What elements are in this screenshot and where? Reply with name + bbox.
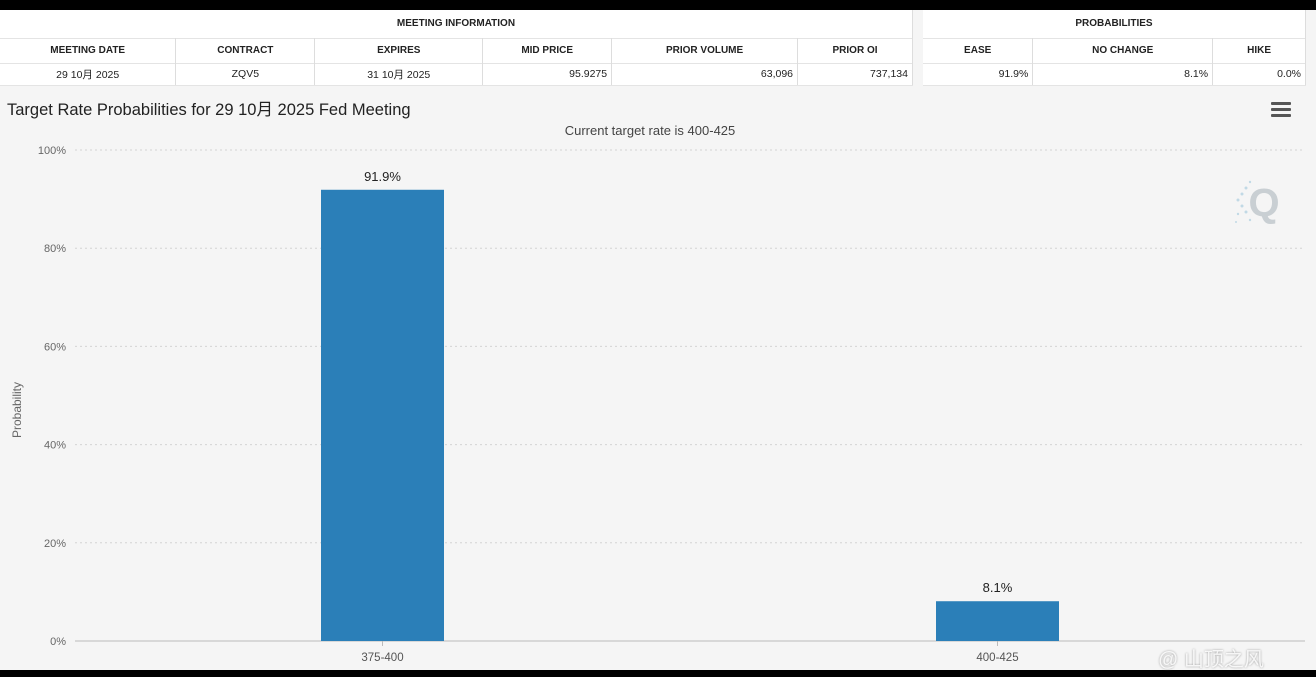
chart-subtitle: Current target rate is 400-425	[564, 123, 736, 138]
svg-text:Q: Q	[1248, 181, 1279, 225]
cell-hike: 0.0%	[1212, 62, 1306, 86]
col-no-change: NO CHANGE	[1032, 37, 1214, 63]
y-tick-label: 60%	[44, 341, 66, 353]
meeting-information-header: MEETING INFORMATION	[0, 10, 913, 38]
footer-watermark: @ 山顶之风	[1158, 649, 1264, 671]
col-mid-price: MID PRICE	[482, 37, 613, 63]
y-tick-label: 0%	[50, 636, 66, 648]
probabilities-table: PROBABILITIES EASE NO CHANGE HIKE 91.9% …	[923, 10, 1306, 86]
table-row: 29 10月 2025 ZQV5 31 10月 2025 95.9275 63,…	[0, 62, 913, 86]
meeting-information-table: MEETING INFORMATION MEETING DATE CONTRAC…	[0, 10, 913, 86]
bar-chart: 0% 20% 40% 60% 80% 100% 91.9% 375-400 8.1% 400-42…	[38, 145, 1305, 664]
x-tick-label: 400-425	[976, 652, 1018, 664]
cell-contract: ZQV5	[175, 62, 316, 86]
data-label: 8.1%	[983, 580, 1013, 595]
table-row: 91.9% 8.1% 0.0%	[923, 62, 1306, 86]
col-expires: EXPIRES	[314, 37, 484, 63]
col-prior-oi: PRIOR OI	[797, 37, 913, 63]
bar-375-400	[321, 189, 444, 641]
col-contract: CONTRACT	[175, 37, 316, 63]
chart-frame: MEETING INFORMATION MEETING DATE CONTRAC…	[0, 10, 1316, 671]
cell-mid-price: 95.9275	[482, 62, 613, 86]
cell-expires: 31 10月 2025	[314, 62, 484, 86]
cell-no-change: 8.1%	[1032, 62, 1214, 86]
col-prior-volume: PRIOR VOLUME	[611, 37, 799, 63]
col-meeting-date: MEETING DATE	[0, 37, 177, 63]
col-ease: EASE	[923, 37, 1034, 63]
chart-title: Target Rate Probabilities for 29 10月 202…	[7, 101, 411, 119]
cell-prior-oi: 737,134	[797, 62, 913, 86]
table-gap	[913, 10, 923, 88]
col-hike: HIKE	[1212, 37, 1306, 63]
cell-ease: 91.9%	[923, 62, 1034, 86]
cell-meeting-date: 29 10月 2025	[0, 62, 177, 86]
x-tick-label: 375-400	[361, 652, 403, 664]
q-logo-icon: Q	[1235, 180, 1280, 225]
probabilities-header: PROBABILITIES	[923, 10, 1306, 38]
y-tick-label: 80%	[44, 243, 66, 255]
cell-prior-volume: 63,096	[611, 62, 799, 86]
y-tick-label: 20%	[44, 538, 66, 550]
bar-400-425	[936, 601, 1059, 641]
data-label: 91.9%	[364, 169, 401, 184]
hamburger-menu-icon[interactable]	[1271, 102, 1291, 118]
y-tick-label: 40%	[44, 440, 66, 452]
y-tick-label: 100%	[38, 145, 66, 157]
